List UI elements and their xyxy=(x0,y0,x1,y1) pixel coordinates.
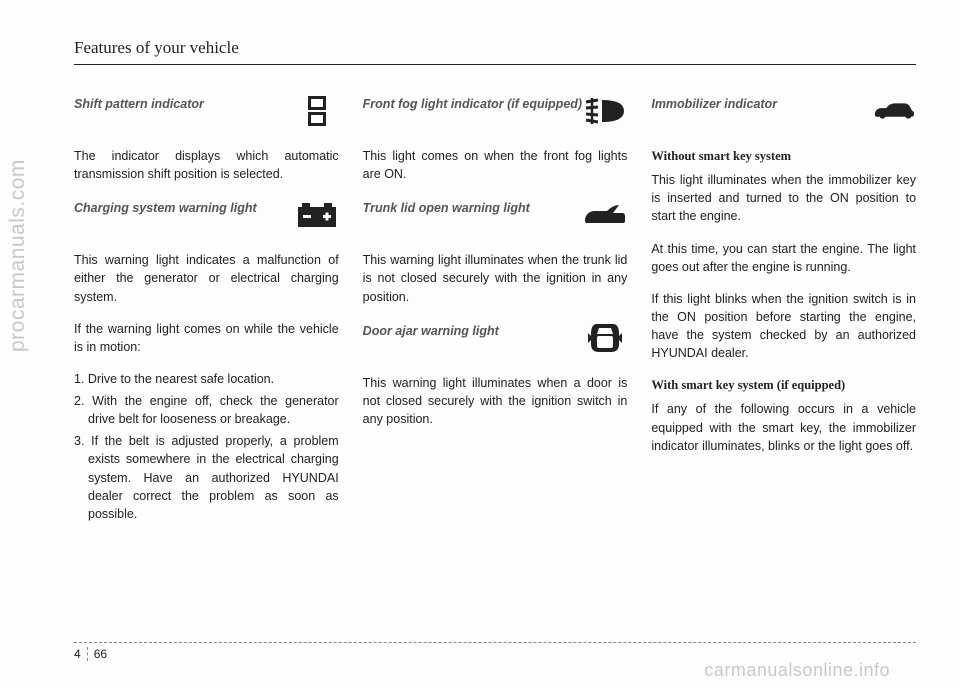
body-text: This warning light illuminates when the … xyxy=(363,251,628,305)
list-item: 2. With the engine off, check the genera… xyxy=(74,392,339,428)
sub-heading: With smart key system (if equipped) xyxy=(651,376,916,394)
section-row: Door ajar warning light xyxy=(363,320,628,360)
fog-light-icon xyxy=(583,93,627,129)
immobilizer-icon xyxy=(872,93,916,129)
section-title: Trunk lid open warning light xyxy=(363,197,584,217)
section-row: Front fog light indicator (if equipped) xyxy=(363,93,628,133)
footer-page-numbers: 4 66 xyxy=(74,647,916,661)
page-header: Features of your vehicle xyxy=(74,38,916,65)
shift-pattern-icon xyxy=(295,93,339,129)
door-ajar-icon xyxy=(583,320,627,356)
watermark-left: procarmanuals.com xyxy=(6,159,30,352)
body-text: The indicator displays which automatic t… xyxy=(74,147,339,183)
list-item: 1. Drive to the nearest safe location. xyxy=(74,370,339,388)
sub-heading: Without smart key system xyxy=(651,147,916,165)
column-2: Front fog light indicator (if equipped) … xyxy=(363,93,628,527)
body-text: This light illuminates when the immobili… xyxy=(651,171,916,225)
column-1: Shift pattern indicator The indicator di… xyxy=(74,93,339,527)
body-text: This light comes on when the front fog l… xyxy=(363,147,628,183)
section-title: Front fog light indicator (if equipped) xyxy=(363,93,584,113)
page-number: 66 xyxy=(94,647,107,661)
body-text: If the warning light comes on while the … xyxy=(74,320,339,356)
section-title: Charging system warning light xyxy=(74,197,295,217)
section-row: Immobilizer indicator xyxy=(651,93,916,133)
section-title: Immobilizer indicator xyxy=(651,93,872,113)
body-text: If any of the following occurs in a vehi… xyxy=(651,400,916,454)
column-3: Immobilizer indicator Without smart key … xyxy=(651,93,916,527)
chapter-number: 4 xyxy=(74,647,88,661)
trunk-open-icon xyxy=(583,197,627,233)
columns: Shift pattern indicator The indicator di… xyxy=(74,93,916,527)
footer-divider xyxy=(74,642,916,643)
section-row: Charging system warning light xyxy=(74,197,339,237)
body-text: This warning light illuminates when a do… xyxy=(363,374,628,428)
section-row: Shift pattern indicator xyxy=(74,93,339,133)
section-row: Trunk lid open warning light xyxy=(363,197,628,237)
body-text: This warning light indicates a malfuncti… xyxy=(74,251,339,305)
section-title: Shift pattern indicator xyxy=(74,93,295,113)
watermark-bottom: carmanualsonline.info xyxy=(704,660,890,681)
page-content: Features of your vehicle Shift pattern i… xyxy=(74,38,916,527)
battery-icon xyxy=(295,197,339,233)
list-item: 3. If the belt is adjusted properly, a p… xyxy=(74,432,339,523)
section-title: Door ajar warning light xyxy=(363,320,584,340)
page-footer: 4 66 xyxy=(74,642,916,661)
body-text: At this time, you can start the engine. … xyxy=(651,240,916,276)
body-text: If this light blinks when the ignition s… xyxy=(651,290,916,363)
